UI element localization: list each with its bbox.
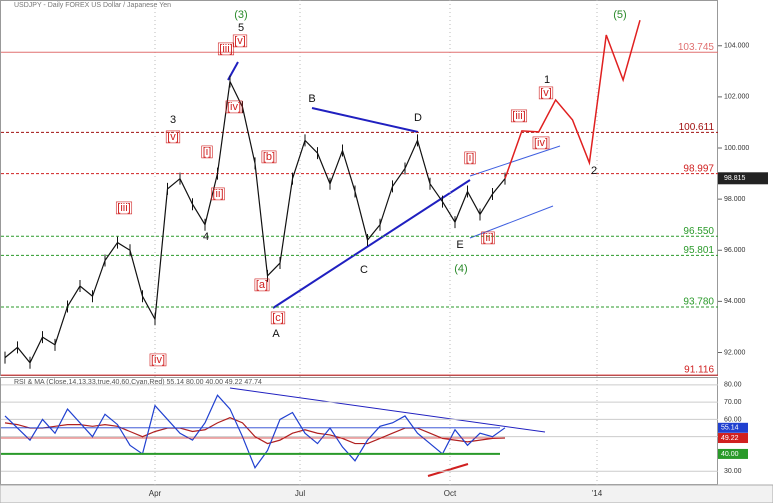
channel-line [469, 145, 561, 177]
level-label: 96.550 [683, 226, 714, 237]
wave-box [261, 150, 277, 164]
wave-label: [v] [234, 35, 246, 47]
wave-label: [iv] [227, 101, 241, 113]
y-tick-label: 92.000 [724, 349, 746, 356]
projection-line [504, 19, 641, 179]
wave-box [115, 201, 133, 215]
wave-label: 3 [170, 114, 176, 126]
x-tick-label: Apr [149, 489, 162, 498]
wave-label: [iii] [219, 43, 232, 55]
x-tick-label: Oct [444, 489, 457, 498]
wave-box [211, 187, 225, 201]
wave-label: [ii] [213, 188, 224, 200]
rsi-line [4, 394, 506, 469]
y-tick-label: 98.000 [724, 196, 746, 203]
wave-box [232, 34, 248, 48]
wave-label: (3) [234, 9, 247, 21]
wave-label: [i] [466, 152, 475, 164]
y-tick-label: 100.000 [724, 145, 749, 152]
rsi-marker-box [718, 448, 748, 459]
wave-label: (4) [454, 263, 467, 275]
x-tick-label: '14 [592, 489, 603, 498]
ma-line [4, 417, 506, 445]
level-label: 95.801 [683, 245, 714, 256]
wave-box [225, 100, 243, 114]
level-label: 98.997 [683, 163, 714, 174]
rsi-marker-box [718, 433, 748, 444]
wave-label: [iv] [151, 354, 165, 366]
wave-label: 1 [544, 74, 550, 86]
wave-box [510, 109, 528, 123]
level-label: 91.116 [684, 365, 714, 376]
wave-label: 5 [238, 22, 244, 34]
wave-box [217, 42, 235, 56]
wave-box [254, 278, 270, 292]
y-tick-label: 96.000 [724, 247, 746, 254]
wave-label: 2 [591, 165, 597, 177]
wave-label: [iii] [117, 202, 130, 214]
level-label: 93.780 [683, 297, 714, 308]
trendline [311, 107, 419, 133]
x-tick-label: Jul [295, 489, 305, 498]
rsi-marker-label: 55.14 [721, 425, 739, 432]
rsi-trendline [427, 463, 469, 477]
channel-line [469, 205, 554, 239]
rsi-tick-label: 30.00 [724, 468, 742, 475]
y-tick-label: 102.000 [724, 94, 749, 101]
rsi-tick-label: 60.00 [724, 416, 742, 423]
wave-label: [i] [203, 146, 212, 158]
time-axis [0, 484, 773, 503]
wave-label: [a] [256, 279, 268, 291]
rsi-title: RSI & MA (Close,14,13,33,true,40,60,Cyan… [14, 379, 262, 386]
wave-label: [b] [263, 151, 275, 163]
wave-label: [iii] [512, 110, 525, 122]
wave-label: [c] [272, 312, 284, 324]
rsi-tick-label: 80.00 [724, 382, 742, 389]
wave-label: [v] [540, 87, 552, 99]
wave-label: D [414, 112, 422, 124]
wave-box [165, 130, 181, 144]
wave-box [270, 311, 286, 325]
level-label: 103.745 [678, 42, 715, 53]
wave-label: [ii] [483, 232, 494, 244]
rsi-marker-label: 49.22 [721, 435, 739, 442]
last-price-box [718, 172, 768, 185]
wave-box [149, 353, 167, 367]
y-tick-label: 104.000 [724, 43, 749, 50]
wave-box [538, 86, 554, 100]
level-label: 100.611 [679, 122, 715, 133]
wave-label: E [456, 239, 463, 251]
y-tick-label: 94.000 [724, 298, 746, 305]
wave-box [532, 136, 550, 150]
wave-label: [v] [167, 131, 179, 143]
wave-label: 4 [203, 231, 209, 243]
wave-label: [iv] [534, 137, 548, 149]
wave-label: C [360, 264, 368, 276]
last-price-label: 98.815 [724, 175, 746, 182]
wave-box [464, 151, 476, 165]
rsi-tick-label: 70.00 [724, 399, 742, 406]
trendline [272, 179, 471, 309]
rsi-marker-box [718, 422, 748, 433]
wave-label: (5) [613, 9, 626, 21]
wave-box [201, 145, 213, 159]
rsi-marker-label: 40.00 [721, 451, 739, 458]
rsi-trendline [229, 387, 546, 433]
chart-title: USDJPY - Daily FOREX US Dollar / Japanes… [14, 2, 171, 9]
wave-box [481, 231, 495, 245]
wave-label: B [308, 93, 315, 105]
wave-label: A [272, 328, 280, 340]
